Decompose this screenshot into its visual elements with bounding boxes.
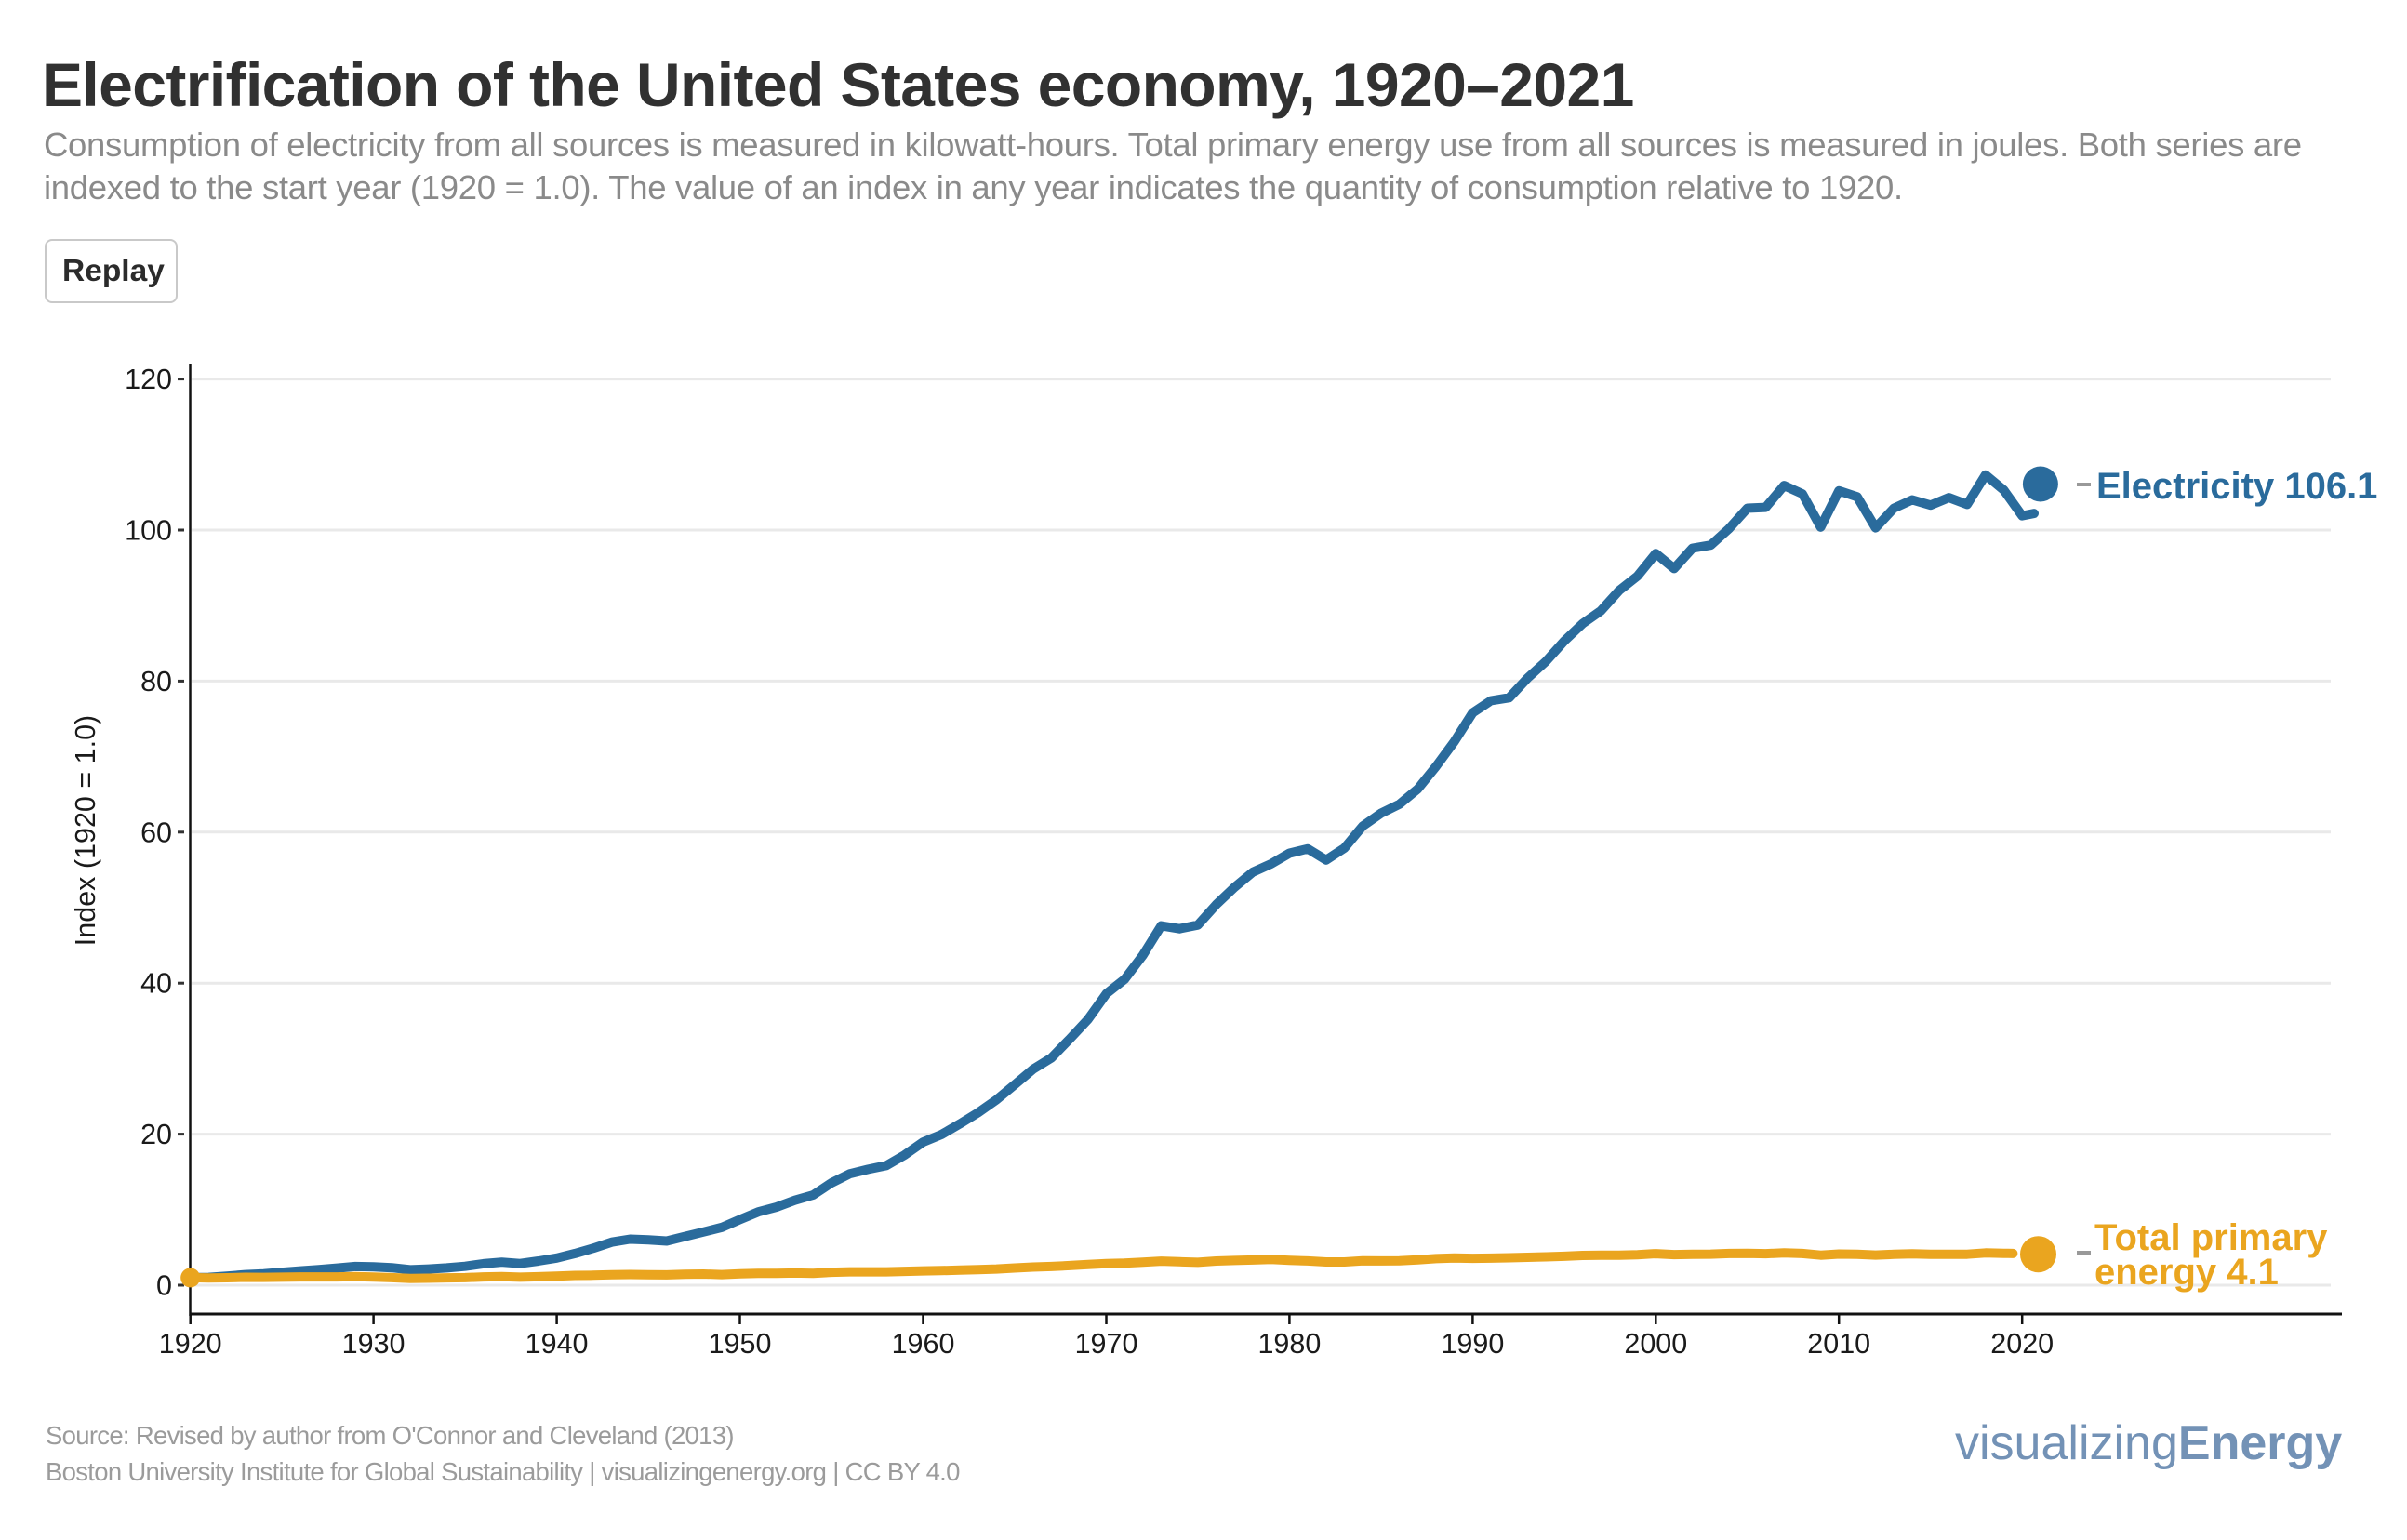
svg-text:100: 100	[125, 515, 172, 547]
svg-text:60: 60	[140, 816, 172, 848]
svg-text:1960: 1960	[892, 1328, 955, 1360]
svg-text:energy 4.1: energy 4.1	[2094, 1252, 2279, 1293]
svg-text:40: 40	[140, 968, 172, 1000]
svg-text:1920: 1920	[159, 1328, 222, 1360]
svg-text:1950: 1950	[709, 1328, 772, 1360]
svg-text:Electricity 106.1: Electricity 106.1	[2096, 466, 2377, 507]
svg-text:1980: 1980	[1257, 1328, 1321, 1360]
svg-text:1970: 1970	[1075, 1328, 1138, 1360]
svg-text:1940: 1940	[525, 1328, 589, 1360]
svg-text:0: 0	[156, 1270, 172, 1302]
svg-text:2020: 2020	[1990, 1328, 2054, 1360]
svg-text:20: 20	[140, 1119, 172, 1150]
svg-text:Index (1920 = 1.0): Index (1920 = 1.0)	[70, 715, 101, 946]
svg-text:Total primary: Total primary	[2094, 1217, 2328, 1258]
svg-text:1990: 1990	[1441, 1328, 1504, 1360]
svg-text:2010: 2010	[1807, 1328, 1870, 1360]
svg-text:120: 120	[125, 364, 172, 395]
svg-text:2000: 2000	[1624, 1328, 1687, 1360]
svg-text:1930: 1930	[342, 1328, 406, 1360]
svg-text:80: 80	[140, 666, 172, 697]
